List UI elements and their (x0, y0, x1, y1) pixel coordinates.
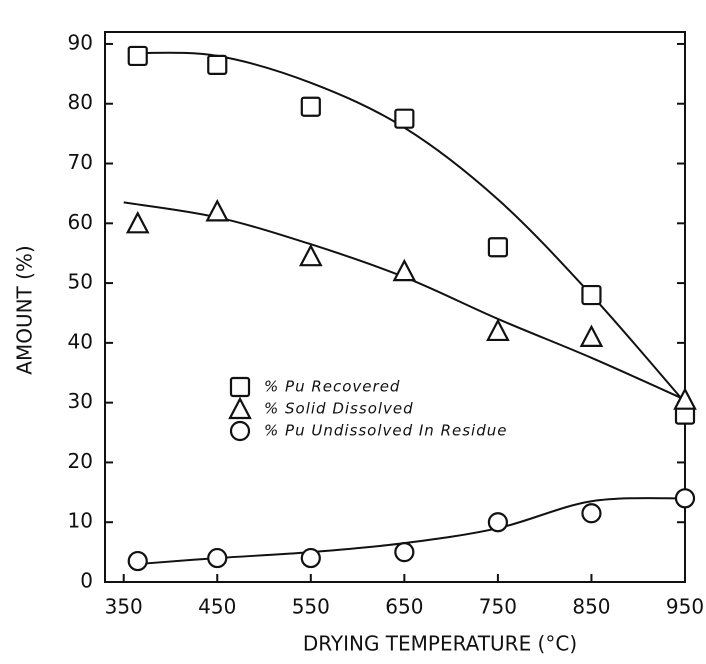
x-tick-label: 650 (385, 595, 423, 619)
data-point (581, 284, 602, 306)
y-tick-label: 50 (68, 270, 93, 294)
data-point (486, 318, 510, 342)
y-tick-label: 20 (68, 449, 93, 473)
data-point (579, 324, 604, 347)
legend-marker (228, 396, 252, 420)
data-point (392, 258, 417, 282)
data-point (487, 512, 509, 533)
x-tick-label: 550 (292, 595, 330, 619)
data-point (300, 96, 321, 117)
x-tick-label: 950 (666, 595, 704, 619)
data-point (394, 542, 415, 563)
fit-curve (137, 51, 686, 404)
legend-label: % Pu Undissolved In Residue (264, 422, 507, 440)
x-axis-label: DRYING TEMPERATURE (°C) (303, 632, 577, 656)
data-point (207, 54, 228, 75)
legend-marker (229, 376, 251, 398)
y-tick-label: 30 (68, 389, 93, 413)
legend-label: % Solid Dissolved (264, 400, 414, 418)
y-tick-label: 0 (80, 569, 93, 593)
y-tick-label: 40 (68, 329, 93, 353)
data-point (127, 550, 148, 572)
data-point (125, 210, 150, 234)
legend-marker (229, 420, 251, 442)
y-tick-label: 10 (68, 509, 93, 533)
data-point (674, 488, 696, 509)
data-point (673, 387, 697, 410)
data-point (207, 547, 228, 569)
x-tick-label: 850 (572, 595, 610, 619)
plot-frame (104, 31, 686, 583)
data-point (298, 243, 323, 267)
legend-label: % Pu Recovered (264, 378, 400, 396)
y-axis-label: AMOUNT (%) (13, 245, 37, 374)
y-tick-label: 80 (68, 90, 93, 114)
y-tick-label: 90 (68, 30, 93, 54)
x-tick-label: 450 (198, 595, 236, 619)
data-point (581, 503, 602, 524)
x-tick-label: 350 (105, 595, 143, 619)
y-tick-label: 60 (68, 210, 93, 234)
data-point (300, 547, 321, 569)
data-point (127, 45, 148, 67)
data-point (205, 198, 230, 222)
data-point (394, 108, 415, 129)
x-tick-label: 750 (479, 595, 517, 619)
y-tick-label: 70 (68, 150, 93, 174)
data-point (487, 237, 509, 258)
